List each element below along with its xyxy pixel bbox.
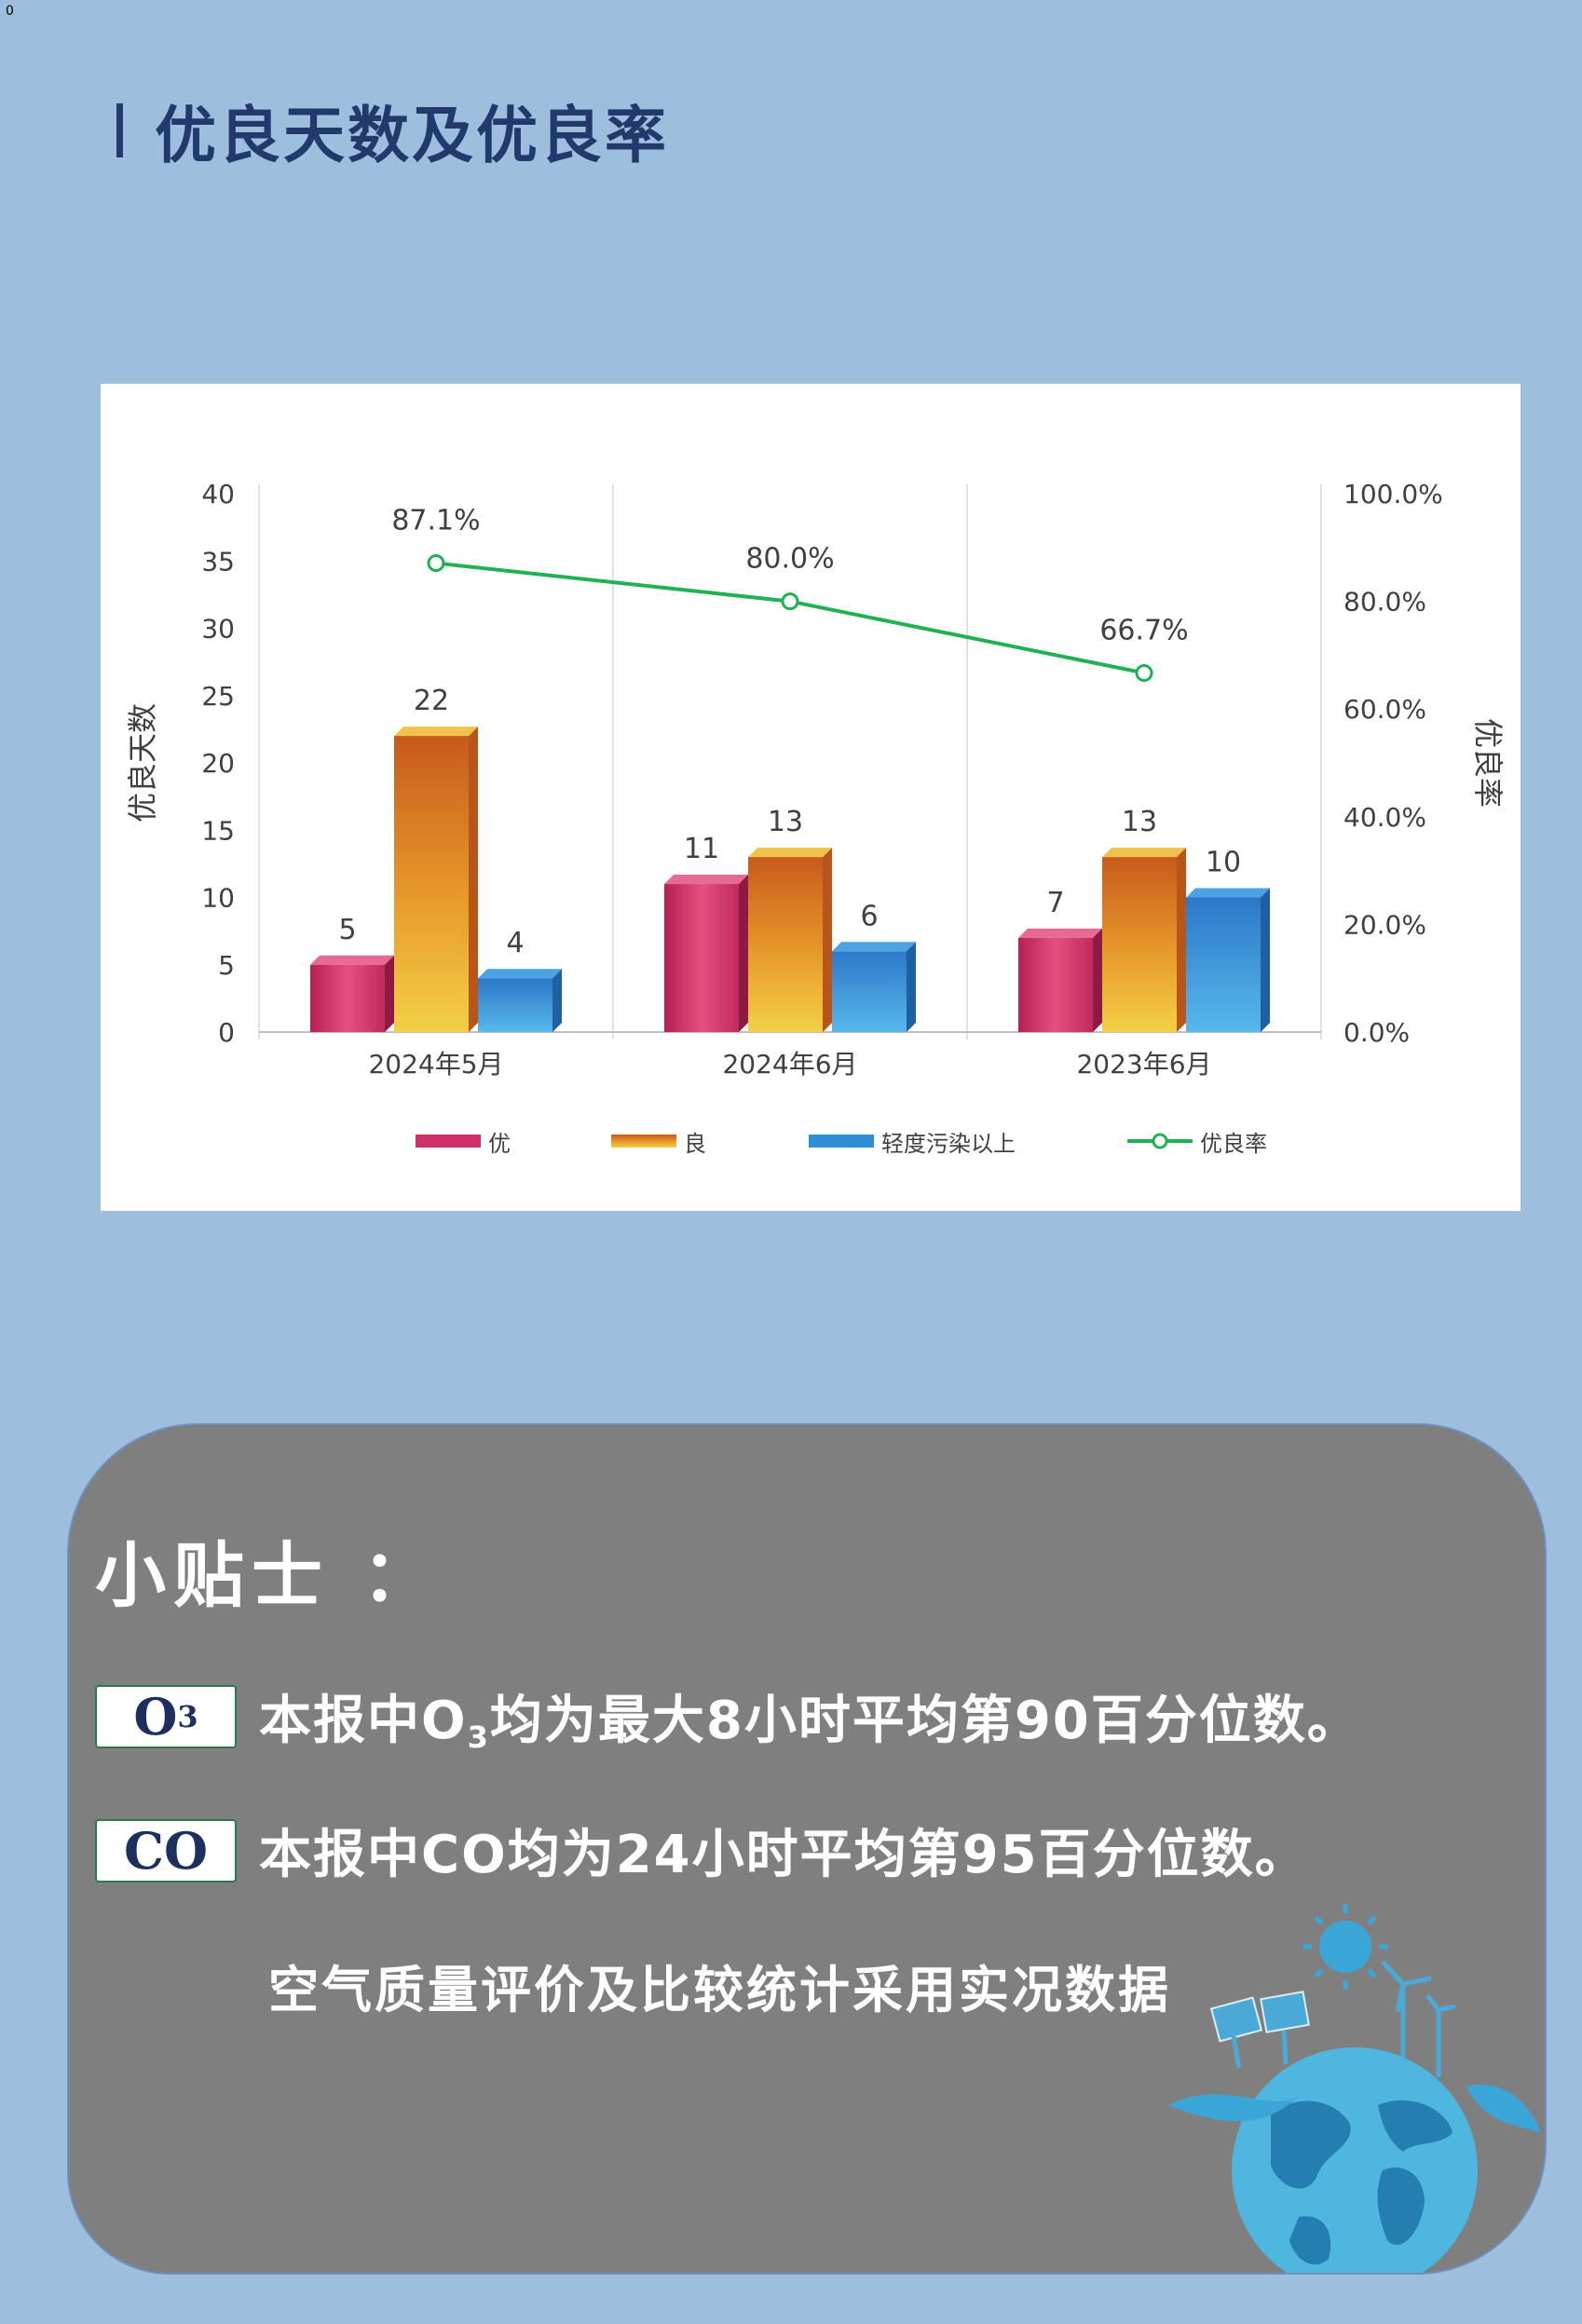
legend-line-marker <box>1152 1133 1168 1149</box>
bar-liang-value-label: 22 <box>414 685 449 717</box>
bar-you <box>664 884 739 1032</box>
bar-pollution-top <box>832 942 916 952</box>
y-right-tick-label: 60.0% <box>1343 694 1426 725</box>
tips-title: 小贴士 ： <box>95 1534 441 1617</box>
rate-line <box>435 561 1145 675</box>
globe-outer-swoosh <box>1168 2094 1299 2122</box>
bar-liang <box>394 736 469 1032</box>
o3-tip-text-pre: 本报中O <box>259 1691 468 1751</box>
bar-you-top <box>310 955 394 965</box>
o3-tip-text: 本报中O3均为最大8小时平均第90百分位数。 <box>259 1678 1361 1755</box>
y-right-tick-label: 40.0% <box>1343 802 1426 833</box>
bar-pollution-value-label: 4 <box>506 927 524 959</box>
y-left-tick-label: 30 <box>201 614 235 645</box>
y-right-tick-label: 20.0% <box>1343 909 1426 940</box>
y-left-axis-title: 优良天数 <box>125 703 160 822</box>
bar-you-top <box>1018 928 1102 938</box>
x-category-label: 2023年6月 <box>1076 1049 1211 1080</box>
legend-label: 良 <box>684 1131 706 1157</box>
chart-card: 0 5 10 15 20 25 30 35 40 0.0% 20.0% 40.0% 60.0% 80.0%… <box>101 384 1521 1211</box>
bar-pollution-side <box>907 942 916 1032</box>
bar-you-side <box>739 875 748 1032</box>
tips-footer-note: 空气质量评价及比较统计采用实况数据 <box>268 1961 1171 2019</box>
x-category-label: 2024年6月 <box>722 1049 857 1080</box>
bar-pollution-top <box>1186 888 1270 898</box>
globe-outer-swoosh-right <box>1466 2085 1541 2133</box>
y-left-tick-label: 15 <box>201 815 235 846</box>
bar-pollution-top <box>478 969 562 979</box>
earth-eco-illustration <box>1168 1904 1541 2273</box>
bar-liang-side <box>1177 848 1186 1032</box>
legend-label: 轻度污染以上 <box>881 1131 1016 1157</box>
rate-value-label: 66.7% <box>1099 614 1188 646</box>
o3-badge-main: O <box>133 1687 178 1746</box>
sun-icon <box>1319 1921 1371 1973</box>
bar-pollution <box>1186 897 1261 1032</box>
bar-you <box>1018 937 1093 1032</box>
section-title-bar <box>116 103 123 157</box>
co-badge: CO <box>95 1818 237 1882</box>
x-category-label: 2024年5月 <box>368 1049 503 1080</box>
good-days-chart: 0 5 10 15 20 25 30 35 40 0.0% 20.0% 40.0% 60.0% 80.0%… <box>125 479 1506 1157</box>
y-left-tick-label: 10 <box>201 883 235 914</box>
y-left-tick-label: 25 <box>201 681 235 712</box>
rate-point <box>781 592 799 611</box>
legend-label: 优良率 <box>1200 1131 1267 1157</box>
bar-liang-value-label: 13 <box>1122 806 1157 838</box>
bar-pollution-side <box>552 969 562 1032</box>
y-right-tick-label: 80.0% <box>1343 587 1426 618</box>
bar-liang <box>748 857 823 1032</box>
rate-value-label: 87.1% <box>391 505 480 537</box>
bar-pollution-side <box>1261 888 1270 1032</box>
y-right-tick-label: 100.0% <box>1343 479 1443 510</box>
page-corner-mark: 0 <box>6 4 14 19</box>
y-right-axis-title: 优良率 <box>1470 718 1506 808</box>
bar-liang-value-label: 13 <box>768 806 803 838</box>
bar-liang <box>1102 857 1177 1032</box>
y-left-tick-label: 35 <box>201 546 235 577</box>
solar-panel-icon <box>1209 1991 1310 2069</box>
bar-pollution <box>478 978 552 1032</box>
bar-you-side <box>385 955 394 1032</box>
bar-you-side <box>1093 928 1102 1032</box>
bar-liang-top <box>748 848 832 858</box>
rate-value-label: 80.0% <box>745 543 834 576</box>
bar-you <box>310 964 385 1032</box>
bar-liang-side <box>823 848 832 1032</box>
bar-you-value-label: 11 <box>684 833 719 865</box>
globe-continents <box>1271 2100 1452 2265</box>
y-left-tick-label: 0 <box>218 1017 235 1048</box>
bar-you-top <box>664 875 748 885</box>
bar-pollution <box>832 951 907 1032</box>
o3-badge-sub: 3 <box>177 1699 198 1734</box>
bar-pollution-value-label: 10 <box>1206 847 1241 879</box>
legend-swatch <box>416 1135 481 1148</box>
sun-rays <box>1302 1904 1388 1990</box>
co-tip-text: 本报中CO均为24小时平均第95百分位数。 <box>259 1825 1309 1885</box>
o3-tip-text-sub: 3 <box>467 1719 490 1755</box>
o3-tip-text-post: 均为最大8小时平均第90百分位数。 <box>489 1691 1361 1751</box>
legend-label: 优 <box>488 1131 511 1157</box>
globe-icon <box>1232 2047 1478 2273</box>
rate-point <box>1135 663 1153 682</box>
bar-you-value-label: 5 <box>338 914 356 946</box>
y-left-tick-label: 5 <box>218 950 235 981</box>
rate-point <box>427 554 445 573</box>
section-header: 优良天数及优良率 <box>116 93 669 171</box>
bar-liang-top <box>1102 848 1186 858</box>
y-left-tick-label: 40 <box>201 479 235 510</box>
tip-co-row: CO 本报中CO均为24小时平均第95百分位数。 <box>95 1813 1309 1888</box>
bar-pollution-value-label: 6 <box>860 900 878 932</box>
bar-you-value-label: 7 <box>1046 887 1064 919</box>
legend-swatch <box>611 1135 676 1148</box>
bar-liang-top <box>394 727 478 737</box>
y-right-tick-label: 0.0% <box>1343 1017 1410 1048</box>
y-left-tick-label: 20 <box>201 748 235 779</box>
bar-liang-side <box>469 727 478 1032</box>
legend-swatch <box>809 1135 874 1148</box>
section-title: 优良天数及优良率 <box>155 100 669 171</box>
